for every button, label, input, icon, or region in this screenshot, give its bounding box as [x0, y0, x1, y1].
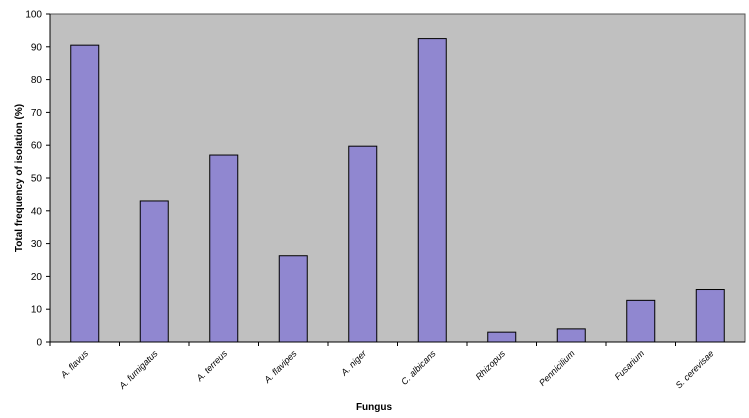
- bar: [695, 289, 725, 343]
- y-tick-label: 50: [31, 174, 43, 185]
- y-tick-label: 80: [31, 75, 43, 86]
- x-tick-label: C. albicans: [399, 348, 438, 387]
- x-tick-label: A. flavus: [58, 348, 91, 381]
- bar: [556, 328, 586, 343]
- y-axis-title: Total frequency of isolation (%): [14, 104, 25, 252]
- y-tick-label: 30: [31, 239, 43, 250]
- x-tick-label: S. cerevisae: [674, 348, 716, 390]
- bar: [626, 299, 656, 343]
- x-tick-label: A. terreus: [194, 348, 230, 384]
- x-axis-title: Fungus: [356, 402, 393, 413]
- y-tick-label: 100: [25, 10, 42, 21]
- y-tick-label: 20: [31, 272, 43, 283]
- x-tick-label: Fusarium: [613, 348, 647, 382]
- y-tick-label: 90: [31, 42, 43, 53]
- y-tick-label: 0: [36, 338, 42, 349]
- bar: [417, 38, 447, 343]
- y-tick-label: 70: [31, 108, 43, 119]
- bar: [278, 255, 308, 343]
- y-tick-label: 60: [31, 141, 43, 152]
- y-tick-label: 10: [31, 305, 43, 316]
- x-tick-label: A. flavipes: [262, 348, 299, 385]
- bar: [487, 331, 517, 343]
- bar: [70, 44, 100, 343]
- x-tick-label: A. niger: [338, 348, 368, 378]
- bar: [139, 200, 169, 343]
- y-tick-label: 40: [31, 206, 43, 217]
- bar: [348, 145, 378, 343]
- x-tick-label: A. fumigatus: [117, 348, 161, 392]
- x-tick-label: Pennicilium: [537, 348, 577, 388]
- x-tick-label: Rhizopus: [474, 348, 508, 382]
- bar: [209, 154, 239, 343]
